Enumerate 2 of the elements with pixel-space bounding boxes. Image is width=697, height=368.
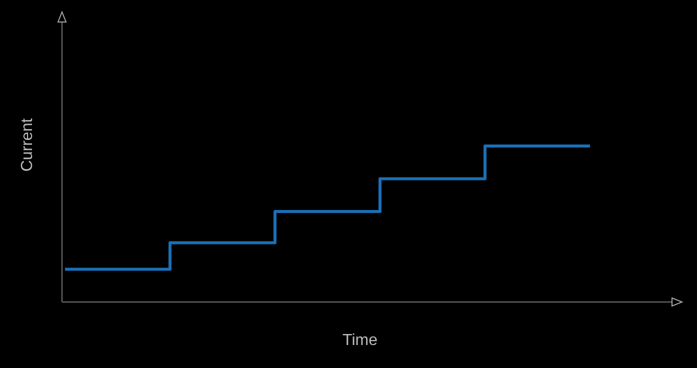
x-axis-title: Time xyxy=(342,332,378,349)
y-axis-title: Current xyxy=(19,118,36,172)
